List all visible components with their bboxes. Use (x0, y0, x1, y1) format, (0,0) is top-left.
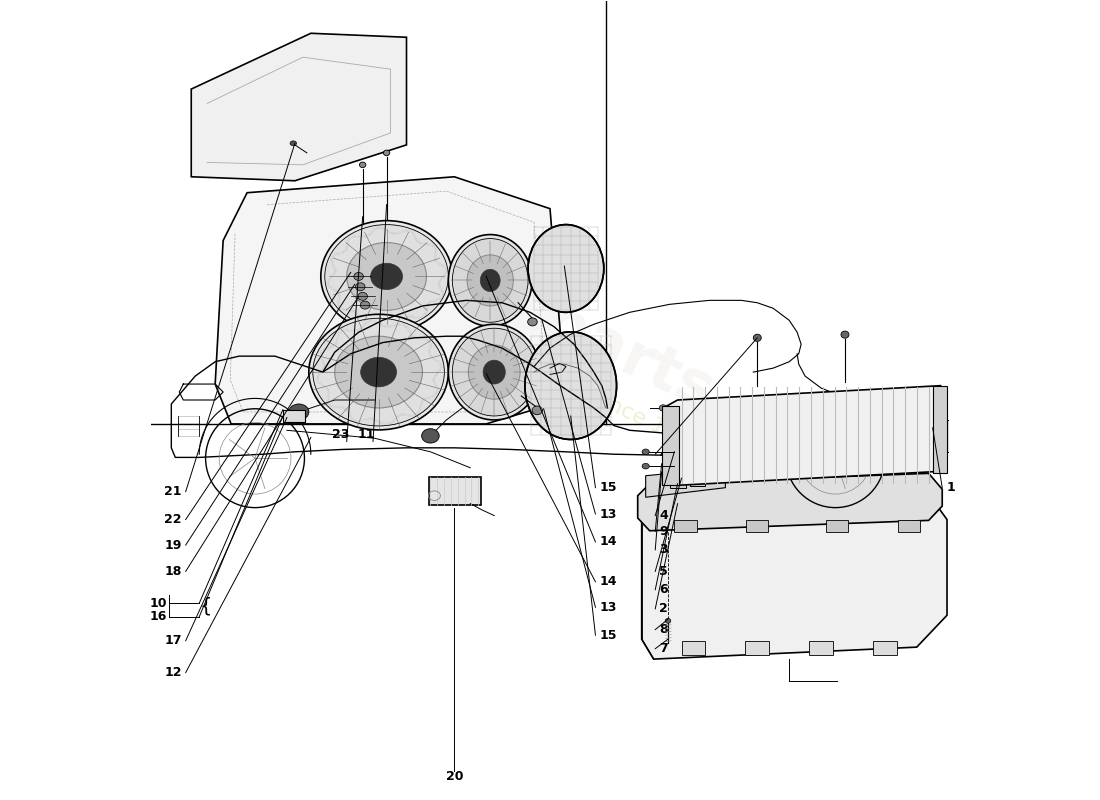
Ellipse shape (321, 221, 452, 332)
Ellipse shape (642, 449, 649, 454)
Text: 4: 4 (659, 509, 668, 522)
Ellipse shape (371, 263, 403, 290)
Bar (670, 476, 685, 489)
Ellipse shape (666, 618, 671, 623)
Text: 13: 13 (600, 601, 617, 614)
Text: 1: 1 (946, 481, 955, 494)
Ellipse shape (355, 283, 365, 290)
Ellipse shape (532, 406, 542, 414)
Ellipse shape (481, 270, 500, 291)
Polygon shape (191, 34, 407, 181)
Ellipse shape (309, 314, 449, 430)
Text: 6: 6 (659, 583, 668, 596)
Polygon shape (207, 57, 390, 165)
Polygon shape (216, 177, 565, 424)
Polygon shape (641, 500, 947, 659)
Ellipse shape (449, 234, 532, 326)
Text: {: { (199, 596, 211, 615)
Text: 16: 16 (150, 610, 167, 623)
Bar (826, 519, 848, 531)
Text: 14: 14 (600, 575, 617, 588)
Text: 19: 19 (164, 538, 182, 551)
Ellipse shape (289, 404, 309, 420)
Text: 7: 7 (659, 642, 668, 655)
Text: 10: 10 (150, 597, 167, 610)
Text: 5: 5 (659, 565, 668, 578)
Bar (429, 478, 481, 506)
Ellipse shape (469, 345, 520, 399)
Bar (283, 410, 306, 422)
Bar (674, 519, 696, 531)
Text: 14: 14 (600, 535, 617, 549)
Ellipse shape (358, 292, 367, 300)
Bar (682, 641, 705, 655)
Bar (810, 641, 833, 655)
Ellipse shape (421, 429, 439, 443)
Ellipse shape (452, 238, 528, 322)
Ellipse shape (842, 331, 849, 338)
Polygon shape (646, 468, 725, 498)
Text: 23: 23 (332, 429, 350, 442)
Text: 18: 18 (164, 565, 182, 578)
Bar (746, 519, 769, 531)
Ellipse shape (452, 328, 536, 416)
Bar (661, 406, 679, 486)
Ellipse shape (384, 150, 389, 156)
Ellipse shape (528, 225, 604, 312)
Polygon shape (638, 474, 943, 530)
Ellipse shape (334, 336, 422, 408)
Ellipse shape (642, 463, 649, 469)
Ellipse shape (354, 273, 363, 281)
Bar (873, 641, 896, 655)
Bar (898, 519, 920, 531)
Text: ffedsparts: ffedsparts (376, 218, 724, 422)
Ellipse shape (360, 162, 366, 168)
Text: 3: 3 (659, 543, 668, 556)
Text: 2: 2 (659, 602, 668, 615)
Text: 8: 8 (659, 623, 668, 636)
Text: 9: 9 (659, 525, 668, 538)
Text: 22: 22 (164, 513, 182, 526)
Text: 15: 15 (600, 629, 617, 642)
Ellipse shape (361, 358, 396, 387)
Text: 4: 4 (659, 448, 668, 461)
Bar (746, 641, 769, 655)
Text: 20: 20 (446, 770, 463, 782)
Ellipse shape (324, 225, 449, 328)
Polygon shape (663, 386, 947, 486)
Text: 15: 15 (600, 481, 617, 494)
Polygon shape (641, 500, 947, 659)
Text: 12: 12 (164, 666, 182, 679)
Ellipse shape (483, 360, 505, 384)
Text: 21: 21 (164, 485, 182, 498)
Text: a passion for parts since 1985: a passion for parts since 1985 (393, 296, 707, 456)
Text: 11: 11 (358, 429, 375, 442)
Ellipse shape (528, 318, 537, 326)
Bar (933, 386, 947, 474)
Ellipse shape (361, 301, 370, 309)
Ellipse shape (312, 318, 444, 426)
Ellipse shape (754, 334, 761, 342)
Ellipse shape (290, 141, 297, 146)
Ellipse shape (659, 405, 668, 411)
Text: 17: 17 (164, 634, 182, 647)
Ellipse shape (449, 324, 540, 420)
Bar (690, 474, 705, 486)
Ellipse shape (346, 242, 427, 310)
Text: 13: 13 (600, 507, 617, 521)
Bar (947, 420, 962, 452)
Ellipse shape (468, 255, 514, 306)
Ellipse shape (525, 332, 617, 439)
